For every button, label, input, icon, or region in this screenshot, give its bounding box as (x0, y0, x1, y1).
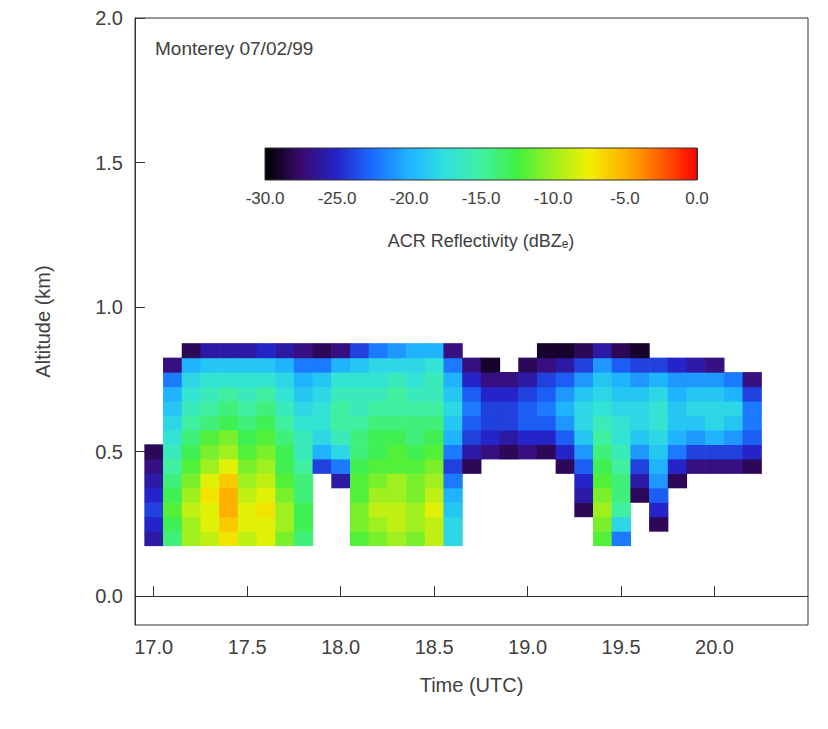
svg-text:19.5: 19.5 (602, 636, 641, 658)
svg-text:17.5: 17.5 (228, 636, 267, 658)
svg-text:20.0: 20.0 (695, 636, 734, 658)
svg-text:-20.0: -20.0 (390, 189, 429, 208)
svg-text:17.0: 17.0 (134, 636, 173, 658)
svg-text:Altitude (km): Altitude (km) (32, 265, 54, 377)
svg-text:Monterey 07/02/99: Monterey 07/02/99 (155, 38, 313, 59)
svg-text:1.0: 1.0 (95, 296, 123, 318)
svg-text:ACR Reflectivity (dBZₑ): ACR Reflectivity (dBZₑ) (388, 231, 575, 251)
svg-text:-10.0: -10.0 (534, 189, 573, 208)
svg-text:18.0: 18.0 (321, 636, 360, 658)
svg-text:-15.0: -15.0 (462, 189, 501, 208)
svg-text:0.0: 0.0 (95, 585, 123, 607)
svg-text:-5.0: -5.0 (610, 189, 639, 208)
svg-text:Time (UTC): Time (UTC) (420, 674, 524, 696)
svg-text:0.5: 0.5 (95, 441, 123, 463)
svg-text:-30.0: -30.0 (246, 189, 285, 208)
svg-text:-25.0: -25.0 (318, 189, 357, 208)
svg-text:19.0: 19.0 (508, 636, 547, 658)
svg-text:1.5: 1.5 (95, 152, 123, 174)
svg-text:2.0: 2.0 (95, 7, 123, 29)
svg-text:18.5: 18.5 (415, 636, 454, 658)
svg-text:0.0: 0.0 (685, 189, 709, 208)
